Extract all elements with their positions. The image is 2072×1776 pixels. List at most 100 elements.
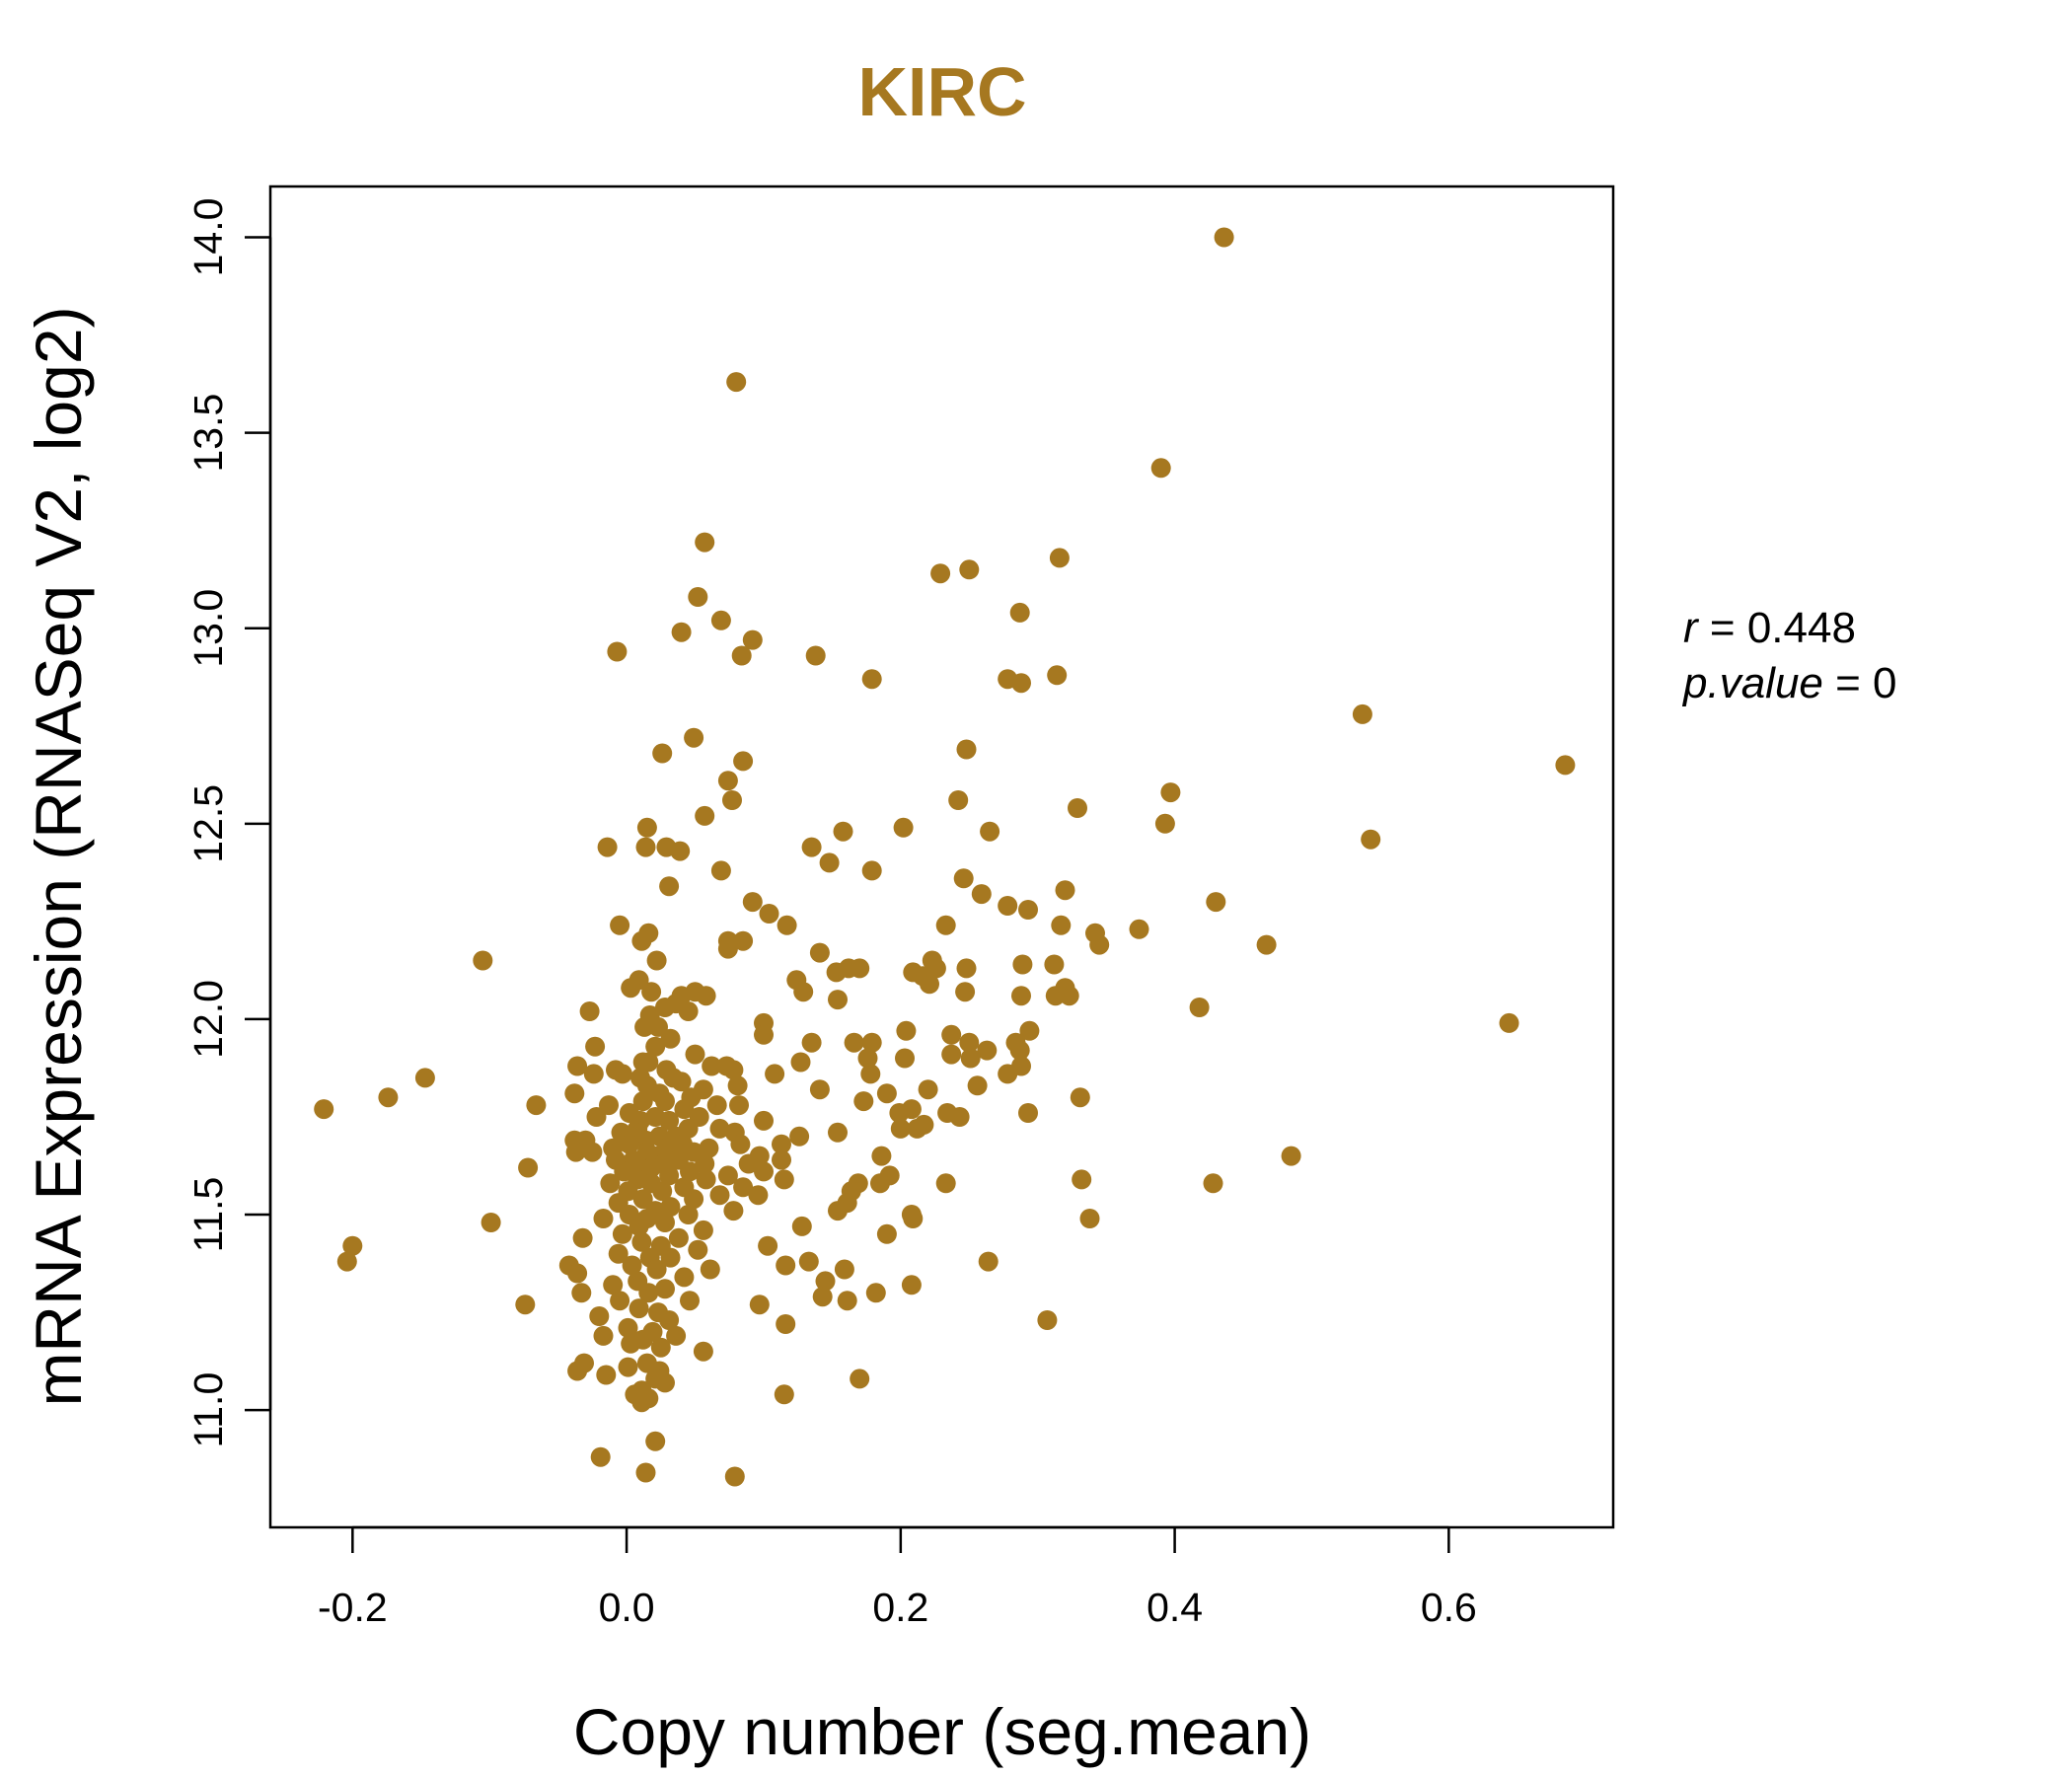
data-point	[1019, 1020, 1040, 1041]
data-point	[1051, 915, 1072, 935]
data-point	[723, 1060, 744, 1080]
y-tick-label: 13.0	[185, 589, 231, 668]
data-point	[920, 974, 939, 995]
data-point	[674, 1267, 695, 1288]
data-point	[1018, 1103, 1038, 1123]
data-point	[793, 982, 814, 1002]
data-point	[655, 998, 675, 1017]
data-point	[655, 1213, 675, 1232]
p-value-label: p.value = 0	[1681, 659, 1897, 707]
data-point	[567, 1263, 588, 1284]
data-point	[631, 930, 652, 951]
data-point	[819, 852, 840, 873]
r-equals: =	[1698, 604, 1747, 652]
data-point	[1079, 1209, 1100, 1228]
x-tick-label: 0.2	[872, 1585, 928, 1630]
x-tick-label: -0.2	[318, 1585, 388, 1630]
data-point	[717, 1165, 738, 1186]
data-point	[759, 904, 779, 924]
data-point	[648, 1016, 668, 1037]
data-point	[801, 1032, 822, 1053]
data-point	[635, 1462, 656, 1483]
data-point	[729, 1095, 749, 1116]
data-point	[596, 1365, 617, 1385]
data-point	[754, 1161, 774, 1182]
data-point	[828, 1201, 848, 1221]
data-point	[1129, 919, 1149, 939]
data-point	[733, 930, 754, 951]
data-point	[342, 1235, 363, 1256]
data-point	[641, 982, 662, 1002]
data-point	[610, 1291, 630, 1311]
data-point	[935, 915, 956, 935]
data-point	[844, 1032, 864, 1053]
data-point	[603, 1275, 624, 1295]
p-label: p.value	[1681, 659, 1823, 707]
data-point	[645, 1036, 666, 1057]
data-point	[754, 1110, 774, 1131]
data-point	[903, 1209, 924, 1228]
data-point	[941, 1044, 962, 1065]
data-point	[1059, 986, 1079, 1006]
data-point	[589, 1306, 610, 1326]
x-axis-title: Copy number (seg.mean)	[573, 1695, 1311, 1768]
data-point	[731, 645, 752, 666]
data-point	[700, 1259, 720, 1280]
data-point	[1256, 934, 1277, 955]
data-point	[977, 1040, 998, 1061]
data-point	[1203, 1173, 1223, 1194]
data-point	[890, 1118, 911, 1139]
data-point	[1009, 1040, 1030, 1061]
data-point	[918, 1079, 938, 1100]
data-point	[833, 821, 853, 842]
x-tick-label: 0.4	[1147, 1585, 1203, 1630]
data-point	[978, 1251, 999, 1272]
data-point	[688, 1239, 708, 1260]
y-tick-label: 11.5	[185, 1177, 231, 1253]
y-tick-label: 13.5	[185, 394, 231, 473]
data-point	[1189, 998, 1210, 1017]
chart-title: KIRC	[857, 53, 1026, 130]
data-point	[1018, 900, 1038, 920]
data-point	[702, 1056, 722, 1076]
r-label: r	[1683, 604, 1700, 652]
data-point	[717, 938, 738, 959]
data-point	[597, 837, 618, 857]
data-point	[564, 1083, 585, 1104]
data-point	[801, 837, 822, 857]
data-point	[776, 1255, 796, 1276]
data-point	[828, 990, 848, 1010]
data-point	[742, 892, 763, 913]
data-point	[1009, 602, 1030, 623]
data-point	[953, 868, 974, 889]
x-axis: -0.2 0.0 0.2 0.4 0.6	[318, 1525, 1477, 1630]
data-point	[378, 1087, 399, 1108]
data-point	[582, 1142, 603, 1162]
data-point	[727, 1075, 748, 1096]
data-point	[660, 1197, 681, 1218]
data-point	[710, 610, 731, 630]
data-point	[593, 1325, 614, 1346]
data-point	[853, 1091, 874, 1112]
data-point	[1352, 703, 1372, 724]
data-point	[805, 645, 826, 666]
data-point	[685, 1044, 705, 1065]
data-point	[772, 1134, 791, 1154]
data-point	[959, 1032, 980, 1053]
data-point	[948, 790, 969, 810]
data-point	[680, 1291, 700, 1311]
data-point	[684, 1189, 704, 1210]
data-point	[1012, 954, 1033, 975]
data-point	[650, 1337, 671, 1358]
data-point	[895, 1048, 915, 1069]
data-point	[776, 1314, 796, 1334]
data-point	[907, 1118, 927, 1139]
data-point	[857, 1048, 878, 1069]
data-point	[684, 727, 704, 748]
x-tick-label: 0.0	[599, 1585, 655, 1630]
data-point	[1150, 458, 1171, 479]
data-point	[515, 1295, 536, 1315]
y-tick-label: 11.0	[185, 1372, 231, 1448]
data-point	[742, 629, 763, 650]
data-point	[1049, 548, 1070, 568]
